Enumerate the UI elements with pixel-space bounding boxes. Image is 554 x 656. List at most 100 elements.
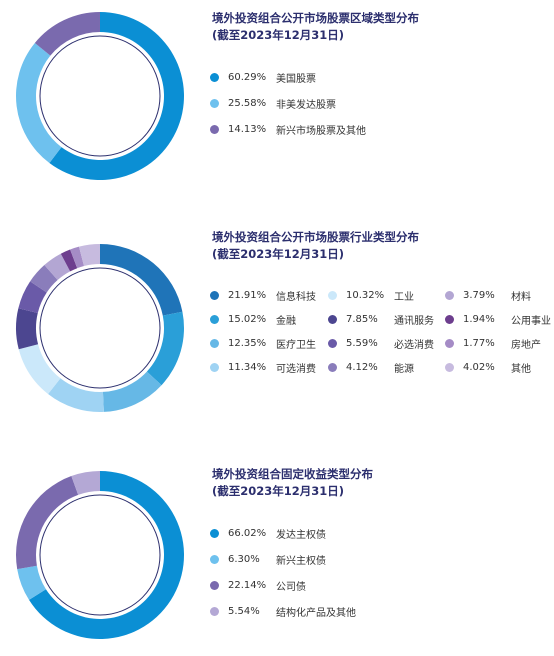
slice-1-11 bbox=[79, 244, 100, 267]
slice-1-3 bbox=[48, 378, 104, 412]
legend-label: 新兴市场股票及其他 bbox=[276, 125, 366, 137]
legend-value: 12.35% bbox=[228, 337, 267, 349]
legend-label: 公司债 bbox=[276, 581, 306, 593]
legend-value: 1.77% bbox=[463, 337, 495, 349]
legend-item: 7.85% 通讯服务 bbox=[328, 312, 434, 327]
chart-subtitle: (截至2023年12月31日) bbox=[212, 28, 345, 42]
legend-swatch bbox=[210, 124, 219, 134]
legend-label: 可选消费 bbox=[276, 363, 316, 375]
slice-2-3 bbox=[71, 471, 100, 495]
legend-item: 60.29% 美国股票 bbox=[210, 70, 316, 85]
chart-subtitle: (截至2023年12月31日) bbox=[212, 247, 345, 261]
legend-label: 房地产 bbox=[511, 339, 541, 351]
legend-label: 公用事业 bbox=[511, 315, 551, 327]
legend-label: 美国股票 bbox=[276, 73, 316, 85]
slice-1-4 bbox=[18, 344, 61, 395]
legend-swatch bbox=[445, 338, 454, 348]
chart-panel-industry: 境外投资组合公开市场股票行业类型分布 (截至2023年12月31日) 21.91… bbox=[0, 226, 554, 412]
inner-ring bbox=[39, 267, 161, 389]
legend-item: 15.02% 金融 bbox=[210, 312, 296, 327]
legend-swatch bbox=[210, 290, 219, 300]
slice-1-10 bbox=[70, 246, 85, 269]
legend-swatch bbox=[210, 98, 219, 108]
chart-panel-region: 境外投资组合公开市场股票区域类型分布 (截至2023年12月31日) 60.29… bbox=[0, 6, 554, 186]
legend-value: 66.02% bbox=[228, 527, 267, 539]
chart-subtitle: (截至2023年12月31日) bbox=[212, 484, 345, 498]
slice-1-2 bbox=[102, 371, 162, 412]
donut-chart-fixed-income bbox=[15, 471, 184, 639]
legend-value: 15.02% bbox=[228, 313, 267, 325]
legend-item: 3.79% 材料 bbox=[445, 288, 531, 303]
legend-value: 5.59% bbox=[346, 337, 378, 349]
slice-0-2 bbox=[34, 12, 100, 56]
legend-label: 结构化产品及其他 bbox=[276, 607, 356, 619]
legend-swatch bbox=[328, 290, 337, 300]
legend-item: 12.35% 医疗卫生 bbox=[210, 336, 316, 351]
legend-swatch bbox=[210, 554, 219, 564]
legend-label: 工业 bbox=[394, 291, 414, 303]
slice-1-5 bbox=[15, 308, 39, 350]
legend-swatch bbox=[328, 338, 337, 348]
slice-1-9 bbox=[60, 249, 78, 272]
legend-swatch bbox=[210, 606, 219, 616]
legend-label: 非美发达股票 bbox=[276, 99, 336, 111]
legend-item: 25.58% 非美发达股票 bbox=[210, 96, 336, 111]
donut-chart-industry bbox=[15, 244, 185, 412]
legend-item: 14.13% 新兴市场股票及其他 bbox=[210, 122, 366, 137]
chart-panel-fixed-income: 境外投资组合固定收益类型分布 (截至2023年12月31日) 66.02% 发达主… bbox=[0, 462, 554, 652]
slice-1-6 bbox=[18, 281, 47, 313]
legend-label: 必选消费 bbox=[394, 339, 434, 351]
legend-label: 材料 bbox=[511, 291, 531, 303]
legend-item: 11.34% 可选消费 bbox=[210, 360, 316, 375]
legend-value: 3.79% bbox=[463, 289, 495, 301]
legend-label: 新兴主权债 bbox=[276, 555, 326, 567]
slice-0-0 bbox=[49, 12, 184, 180]
legend-swatch bbox=[445, 290, 454, 300]
legend-swatch bbox=[445, 362, 454, 372]
legend-swatch bbox=[210, 528, 219, 538]
chart-title: 境外投资组合公开市场股票区域类型分布 bbox=[212, 11, 419, 25]
slice-1-7 bbox=[30, 265, 58, 293]
legend-label: 信息科技 bbox=[276, 291, 316, 303]
inner-ring bbox=[39, 494, 161, 616]
legend-value: 10.32% bbox=[346, 289, 385, 301]
inner-ring bbox=[39, 35, 161, 157]
legend-swatch bbox=[210, 72, 219, 82]
legend-item: 21.91% 信息科技 bbox=[210, 288, 316, 303]
legend-value: 25.58% bbox=[228, 97, 267, 109]
slice-1-8 bbox=[44, 253, 71, 281]
slice-1-0 bbox=[100, 244, 183, 316]
legend-item: 4.12% 能源 bbox=[328, 360, 414, 375]
legend-value: 21.91% bbox=[228, 289, 267, 301]
legend-item: 10.32% 工业 bbox=[328, 288, 414, 303]
donut-chart-region bbox=[15, 12, 184, 180]
chart-title: 境外投资组合公开市场股票行业类型分布 bbox=[212, 230, 419, 244]
legend-label: 发达主权债 bbox=[276, 529, 326, 541]
legend-label: 能源 bbox=[394, 363, 414, 375]
legend-item: 6.30% 新兴主权债 bbox=[210, 552, 326, 567]
slice-2-1 bbox=[17, 565, 46, 600]
legend-item: 4.02% 其他 bbox=[445, 360, 531, 375]
legend-item: 66.02% 发达主权债 bbox=[210, 526, 326, 541]
legend-item: 1.77% 房地产 bbox=[445, 336, 541, 351]
legend-swatch bbox=[210, 338, 219, 348]
legend-value: 6.30% bbox=[228, 553, 260, 565]
legend-value: 1.94% bbox=[463, 313, 495, 325]
legend-item: 1.94% 公用事业 bbox=[445, 312, 551, 327]
legend-item: 22.14% 公司债 bbox=[210, 578, 306, 593]
slice-2-2 bbox=[15, 476, 79, 570]
legend-value: 14.13% bbox=[228, 123, 267, 135]
legend-value: 4.12% bbox=[346, 361, 378, 373]
slice-0-1 bbox=[15, 42, 62, 164]
legend-label: 通讯服务 bbox=[394, 315, 434, 327]
legend-value: 60.29% bbox=[228, 71, 267, 83]
legend-swatch bbox=[210, 362, 219, 372]
slice-1-1 bbox=[146, 311, 185, 386]
legend-label: 金融 bbox=[276, 315, 296, 327]
legend-item: 5.59% 必选消费 bbox=[328, 336, 434, 351]
legend-value: 5.54% bbox=[228, 605, 260, 617]
legend-swatch bbox=[328, 314, 337, 324]
legend-value: 11.34% bbox=[228, 361, 267, 373]
legend-item: 5.54% 结构化产品及其他 bbox=[210, 604, 356, 619]
legend-swatch bbox=[210, 580, 219, 590]
